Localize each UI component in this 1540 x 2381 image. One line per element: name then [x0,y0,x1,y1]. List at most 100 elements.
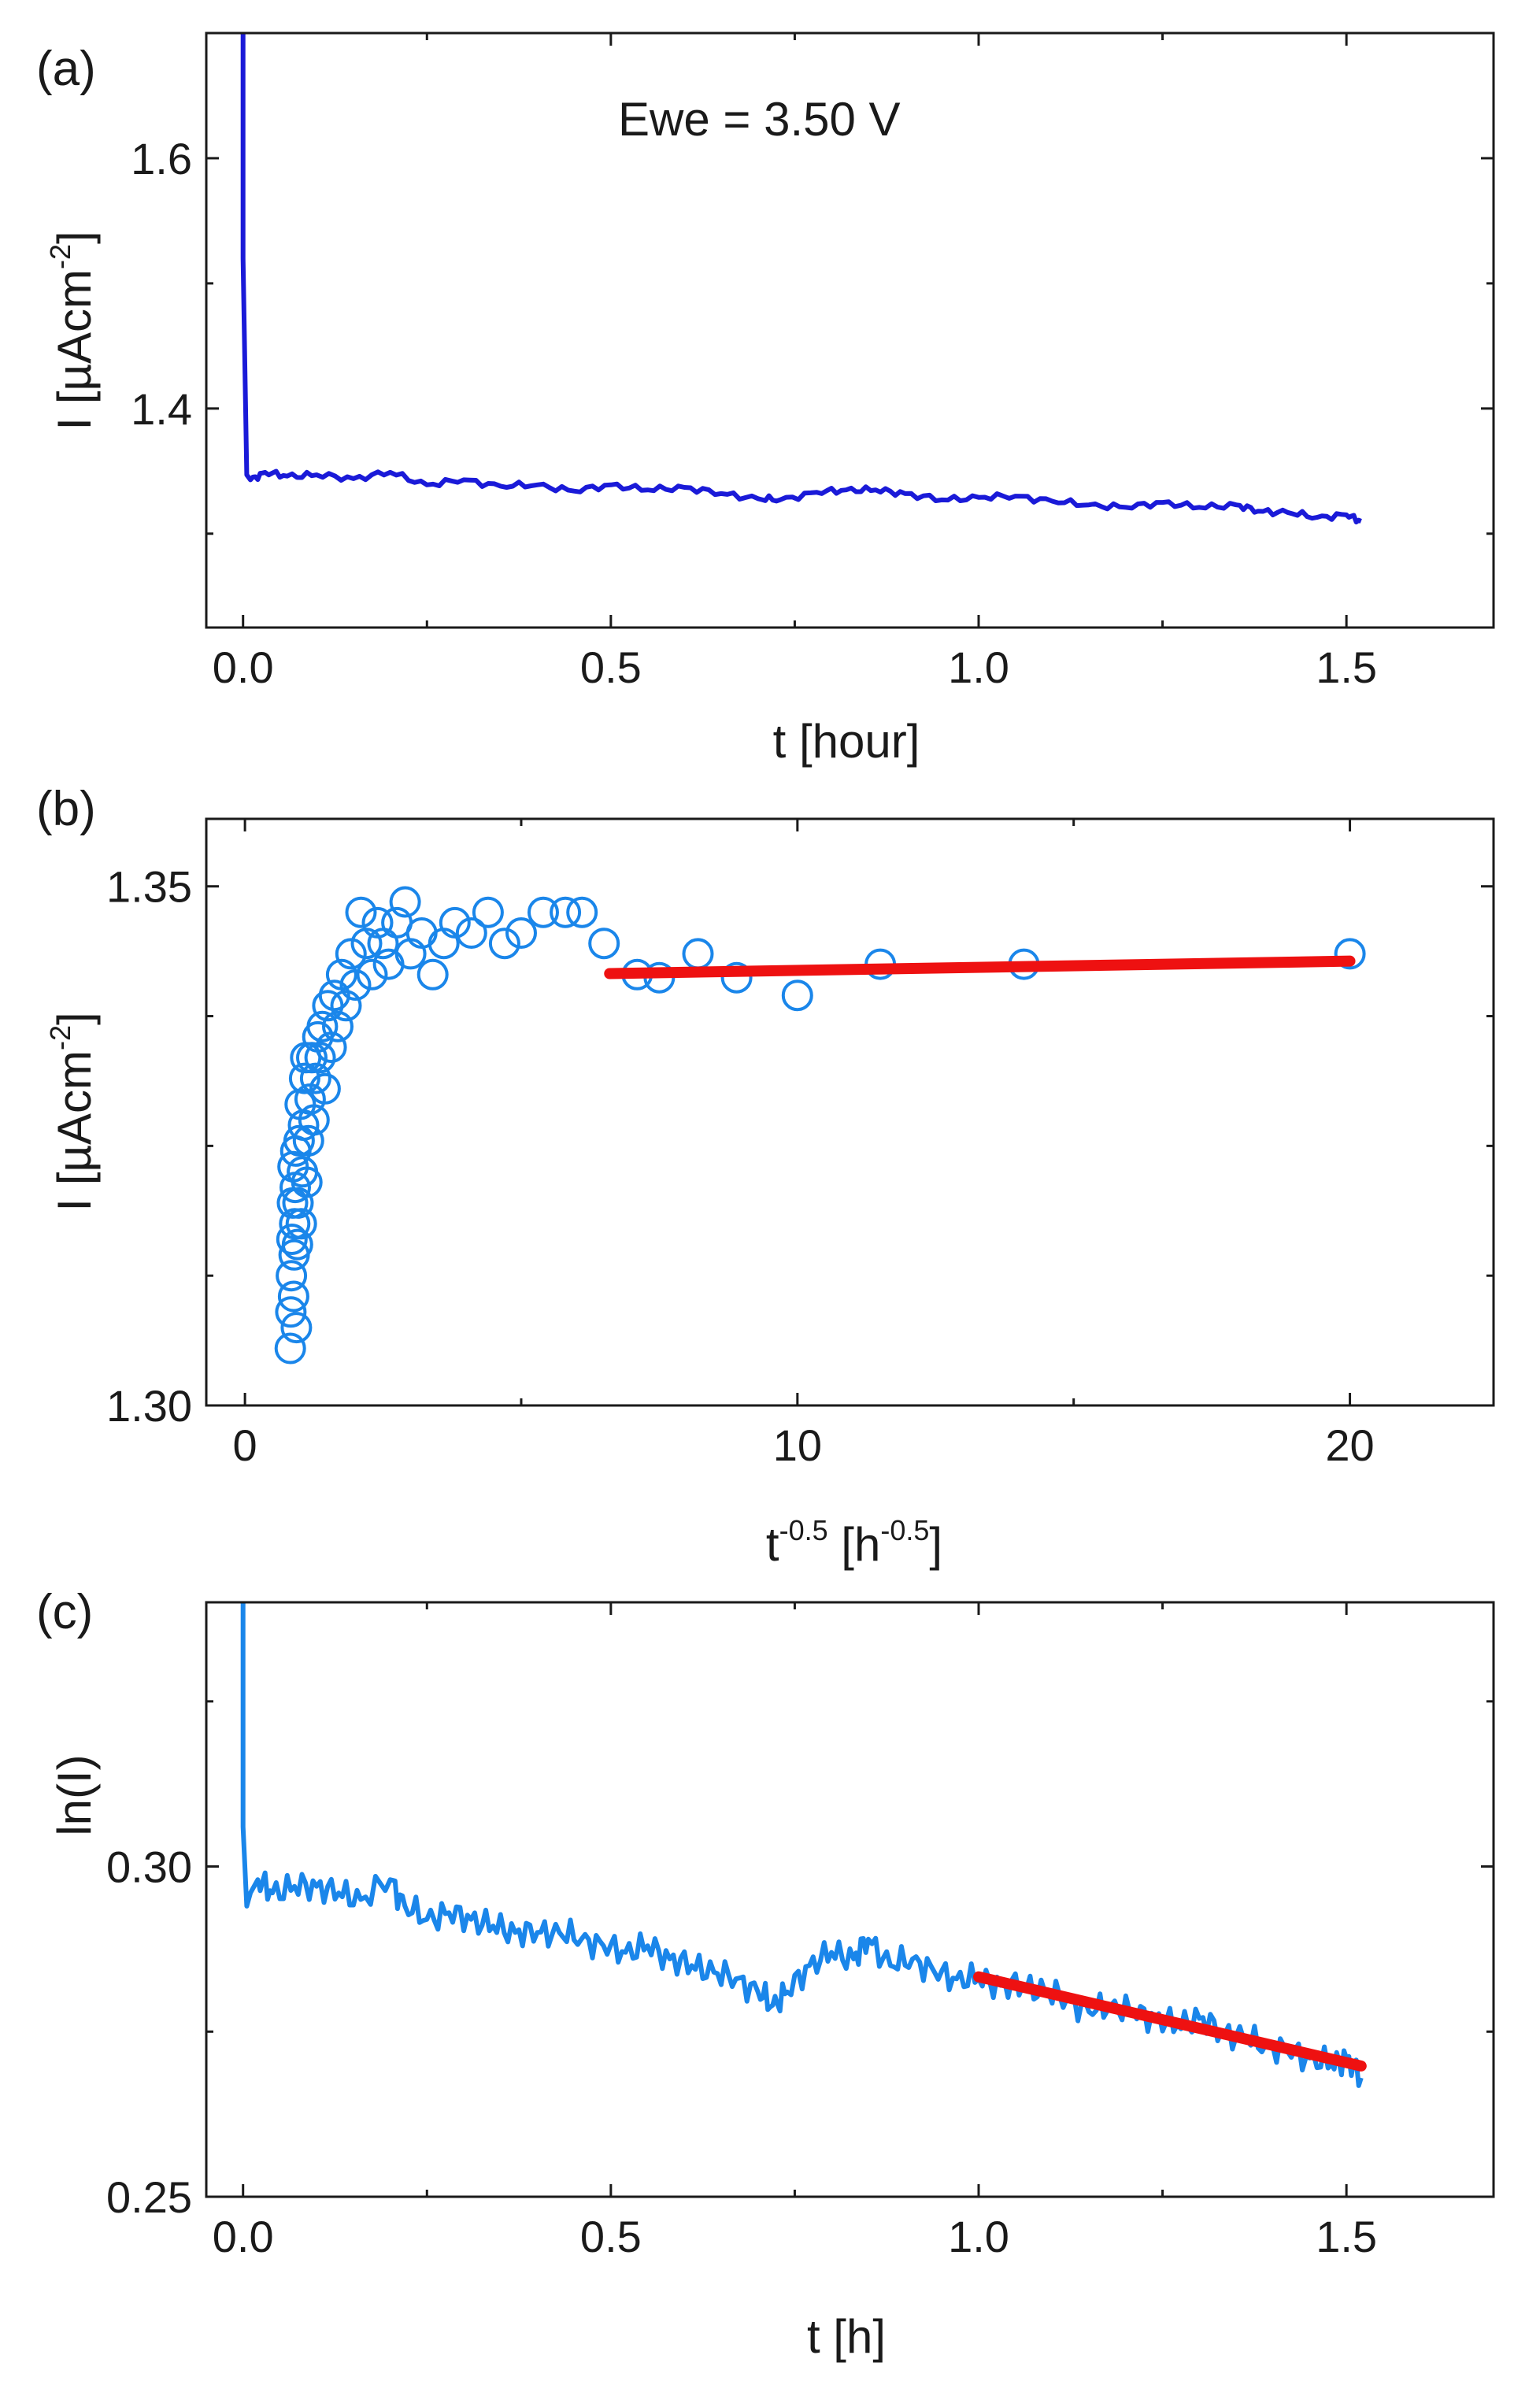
panel-c-xtick-label: 0.0 [213,2212,274,2261]
panel-b-ylabel-end: ] [48,1012,101,1025]
panel-b-xlabel: t-0.5 [h-0.5] [766,1514,942,1571]
panel-b-ylabel-sup: -2 [44,1025,76,1050]
panel-b-xtick-label: 0 [233,1420,257,1470]
panel-b-xlabel-sup2: -0.5 [880,1514,929,1546]
panel-b-xtick-label: 20 [1325,1420,1374,1470]
panel-a-ylabel-sup: -2 [44,244,76,269]
panel-b-xlabel-main: t [766,1518,779,1571]
panel-b-data-point [720,961,753,994]
panel-b-data-point [285,1208,317,1240]
panel-c-ticks: 0.0 0.5 1.0 1.5 0.25 0.30 [106,1602,1494,2261]
panel-b-data-point [416,958,449,991]
panel-a-series [240,33,1362,524]
panel-b-data-point [330,990,362,1022]
panel-c-series [240,1602,1367,2088]
panel-b-ytick-label: 1.35 [106,862,192,912]
panel-b-xlabel-end: ] [929,1518,942,1571]
panel-a-xlabel: t [hour] [773,715,920,768]
panel-b-data-point [283,1124,315,1157]
panel-b-data-point [280,1312,313,1344]
panel-b-fit-line [604,955,1356,979]
panel-b-data-point [282,1187,314,1219]
panel-a-ylabel-end: ] [48,231,101,244]
panel-b-data-point [275,1296,307,1328]
panel-b-data-point [372,948,405,980]
panel-b-data-point [274,1332,306,1365]
panel-c-ytick-label: 0.30 [106,1842,192,1892]
panel-b-data-point [281,1228,313,1261]
panel-c-ytick-label: 0.25 [106,2172,192,2222]
panel-b-ticks: 0 10 20 1.30 1.35 [106,819,1494,1470]
panel-b-data-point [296,1042,328,1074]
panel-b-data-point [291,1166,323,1198]
panel-b-data-point [361,906,394,939]
panel-b-xlabel-mid: [h [828,1518,881,1571]
panel-c: (c) 0.0 0.5 1.0 1.5 0.25 0.30 t [h] ln(I) [36,1585,1495,2363]
panel-b-data-point [566,896,598,928]
panel-b-data-point [389,886,421,918]
panel-c-xtick-label: 1.0 [948,2212,1009,2261]
panel-c-xlabel: t [h] [807,2310,886,2363]
panel-b-xlabel-sup: -0.5 [779,1514,828,1546]
panel-a-ylabel: I [µAcm-2] [44,231,101,430]
panel-c-xtick-label: 1.5 [1316,2212,1377,2261]
panel-a-ytick-label: 1.4 [131,384,192,434]
panel-c-series-line [240,1602,1364,2088]
panel-c-label: (c) [36,1585,93,1639]
panel-c-xtick-label: 0.5 [580,2212,642,2261]
panel-b-data-point [1334,938,1366,970]
panel-a-xtick-label: 1.0 [948,642,1009,692]
panel-b-data-point [304,1042,336,1074]
panel-a-xtick-label: 1.5 [1316,642,1377,692]
panel-c-fit-line [973,1971,1367,2072]
panel-b-data-point [472,896,504,928]
panel-b-frame [205,817,1495,1407]
panel-b-label: (b) [36,782,96,836]
panel-c-ylabel: ln(I) [48,1754,101,1835]
panel-b-data-point [315,1031,347,1064]
panel-b-data-point [345,896,377,928]
panel-a-ytick-label: 1.6 [131,134,192,183]
panel-b-data-point [309,1072,341,1105]
panel-b-data-point [292,1124,324,1157]
panel-b-data-point [298,1104,330,1136]
panel-a: (a) Ewe = 3.50 V 0.0 0.5 1.0 1.5 1.4 1.6 t [h… [36,31,1495,768]
panel-b-data-point [356,958,388,991]
panel-b-data-point [455,917,487,949]
panel-b-data-point [318,979,350,1012]
panel-b-data-point [277,1280,309,1313]
panel-b-data-point [276,1260,308,1292]
panel-b-data-point [781,979,813,1012]
panel-b-ylabel: I [µAcm-2] [44,1012,101,1211]
panel-b-data-point [335,938,367,970]
panel-a-label: (a) [36,42,96,96]
panel-b-data-point [682,938,714,970]
panel-b-data-point [322,1010,354,1042]
panel-a-xtick-label: 0.0 [213,642,274,692]
panel-a-ticks: 0.0 0.5 1.0 1.5 1.4 1.6 [131,33,1494,692]
panel-b-data-point [299,1062,331,1094]
panel-c-frame [205,1601,1495,2198]
panel-a-xtick-label: 0.5 [580,642,642,692]
panel-b-data-point [588,928,620,960]
panel-b-data-point [288,1062,320,1094]
panel-b-series [274,886,1366,1365]
panel-b-data-point [367,928,399,960]
panel-b-data-point [550,896,582,928]
panel-b-data-point [439,906,471,939]
panel-b: (b) 0 10 201.301.35 t-0.5 [h-0.5] I [µAcm-… [36,782,1495,1571]
panel-a-annotation: Ewe = 3.50 V [618,93,901,146]
panel-b-data-point [528,896,559,928]
panel-a-ylabel-main: I [µAcm [48,269,101,431]
panel-b-data-point [276,1224,308,1255]
panel-b-ylabel-main: I [µAcm [48,1050,101,1212]
panel-a-frame [205,31,1495,629]
panel-b-xtick-label: 10 [773,1420,822,1470]
panel-b-ytick-label: 1.30 [106,1381,192,1431]
panel-b-data-point [488,928,520,960]
panel-b-data-point [505,917,537,949]
panel-b-data-point [306,1010,339,1042]
panel-b-data-point [339,969,372,1001]
panel-a-series-line [240,33,1362,524]
